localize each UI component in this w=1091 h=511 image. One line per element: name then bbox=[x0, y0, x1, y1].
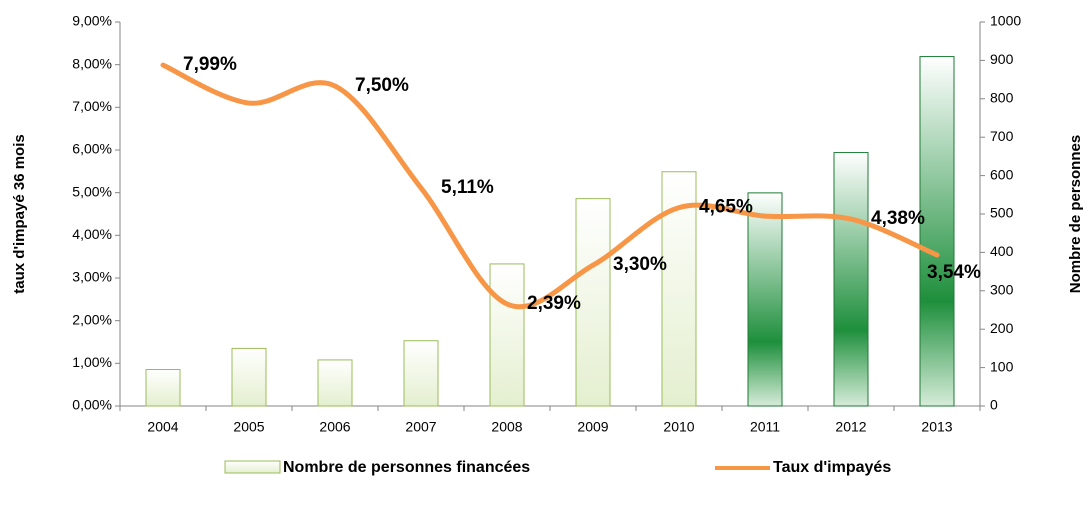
y-tick-label: 4,00% bbox=[72, 226, 112, 242]
x-tick-label: 2006 bbox=[319, 419, 350, 435]
data-label: 7,99% bbox=[183, 54, 237, 75]
y2-tick-label: 0 bbox=[990, 397, 998, 413]
data-label: 4,38% bbox=[871, 208, 925, 229]
y2-tick-label: 800 bbox=[990, 90, 1014, 106]
y2-tick-label: 500 bbox=[990, 205, 1014, 221]
x-tick-label: 2011 bbox=[750, 419, 780, 435]
x-tick-label: 2004 bbox=[147, 419, 178, 435]
y-axis-title: taux d'impayé 36 mois bbox=[11, 134, 28, 293]
x-tick-label: 2008 bbox=[491, 419, 522, 435]
y-tick-label: 8,00% bbox=[72, 55, 112, 71]
bar bbox=[317, 359, 353, 407]
y-tick-label: 5,00% bbox=[72, 183, 112, 199]
bar bbox=[661, 171, 697, 407]
legend-swatch bbox=[224, 460, 281, 474]
data-label: 3,30% bbox=[613, 254, 667, 275]
x-tick-label: 2010 bbox=[663, 419, 694, 435]
y-tick-label: 6,00% bbox=[72, 141, 112, 157]
bar bbox=[575, 198, 611, 407]
bar bbox=[145, 369, 181, 407]
legend-label: Taux d'impayés bbox=[773, 459, 891, 476]
y2-tick-label: 100 bbox=[990, 358, 1014, 374]
data-label: 7,50% bbox=[355, 75, 409, 96]
y2-tick-label: 600 bbox=[990, 166, 1014, 182]
y-tick-label: 2,00% bbox=[72, 311, 112, 327]
y-tick-label: 0,00% bbox=[72, 397, 112, 413]
x-tick-label: 2007 bbox=[405, 419, 436, 435]
bar bbox=[403, 340, 439, 407]
bar bbox=[833, 152, 869, 407]
x-tick-label: 2005 bbox=[233, 419, 264, 435]
data-label: 2,39% bbox=[527, 293, 581, 314]
y-tick-label: 3,00% bbox=[72, 269, 112, 285]
x-tick-label: 2013 bbox=[921, 419, 952, 435]
bar bbox=[747, 192, 783, 407]
y-tick-label: 9,00% bbox=[72, 13, 112, 29]
y2-tick-label: 700 bbox=[990, 128, 1014, 144]
x-tick-label: 2009 bbox=[577, 419, 608, 435]
y-tick-label: 7,00% bbox=[72, 98, 112, 114]
y2-axis-title: Nombre de personnes bbox=[1067, 135, 1084, 293]
y2-tick-label: 300 bbox=[990, 282, 1014, 298]
data-label: 4,65% bbox=[699, 197, 753, 218]
y-tick-label: 1,00% bbox=[72, 354, 112, 370]
legend-label: Nombre de personnes financées bbox=[283, 459, 530, 476]
line bbox=[160, 62, 940, 310]
bar bbox=[489, 263, 525, 407]
data-label: 3,54% bbox=[927, 262, 981, 283]
x-tick-label: 2012 bbox=[835, 419, 866, 435]
y2-tick-label: 200 bbox=[990, 320, 1014, 336]
y2-tick-label: 900 bbox=[990, 51, 1014, 67]
bar bbox=[919, 56, 955, 407]
data-label: 5,11% bbox=[441, 177, 494, 198]
y2-tick-label: 400 bbox=[990, 243, 1014, 259]
y2-tick-label: 1000 bbox=[990, 13, 1021, 29]
bar bbox=[231, 347, 267, 407]
